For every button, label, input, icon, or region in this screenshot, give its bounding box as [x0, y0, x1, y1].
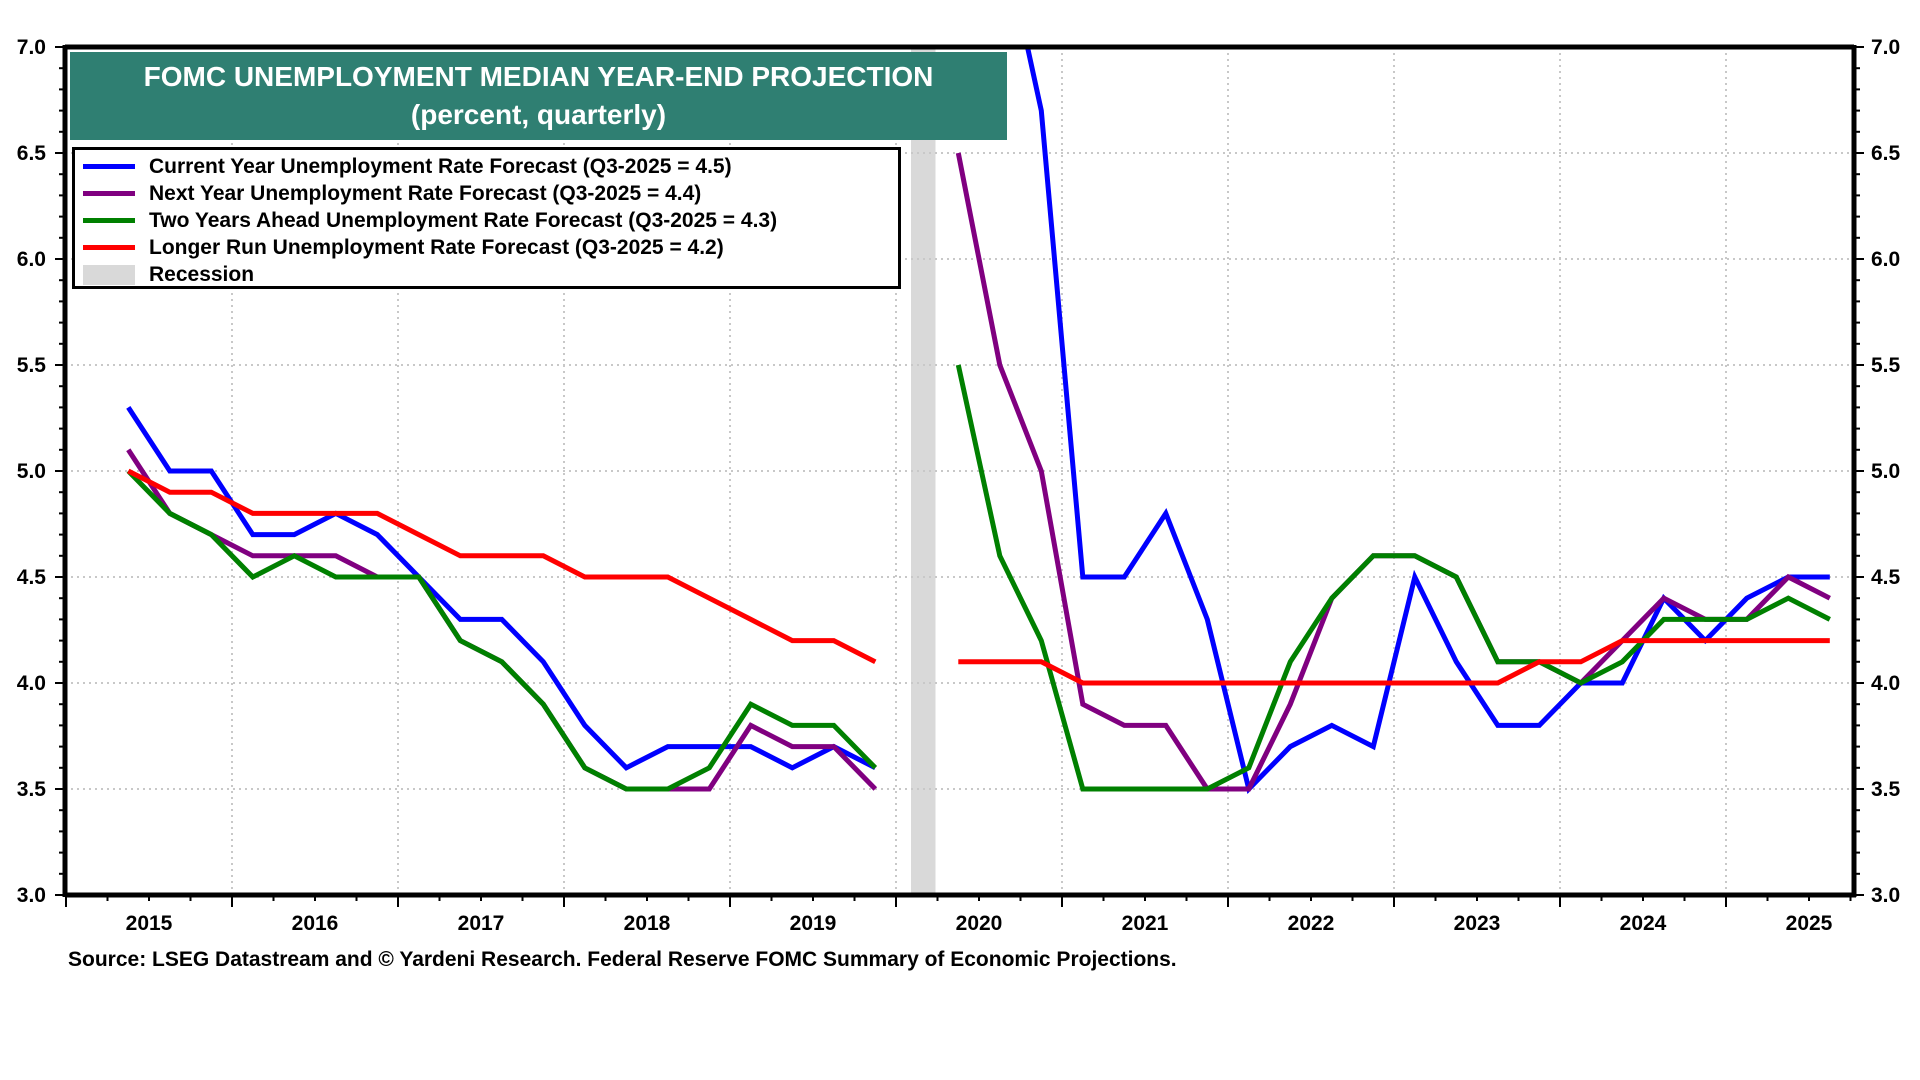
legend-label: Longer Run Unemployment Rate Forecast (Q…	[149, 235, 724, 259]
legend-swatch-red	[83, 245, 135, 250]
legend-swatch-blue	[83, 164, 135, 169]
y-tick-label-right: 4.5	[1871, 566, 1901, 589]
series-line-0-segment-0	[126, 406, 877, 771]
y-tick-label-right: 5.5	[1871, 354, 1901, 377]
chart-title: FOMC UNEMPLOYMENT MEDIAN YEAR-END PROJEC…	[143, 61, 934, 92]
x-tick-label: 2023	[1454, 912, 1501, 935]
y-tick-label-right: 3.0	[1871, 884, 1900, 907]
y-tick-label-right: 6.5	[1871, 142, 1901, 165]
legend-label: Next Year Unemployment Rate Forecast (Q3…	[149, 181, 702, 205]
y-tick-label-right: 4.0	[1871, 672, 1900, 695]
axes	[55, 44, 1864, 907]
x-tick-label: 2017	[458, 912, 505, 935]
legend-label: Two Years Ahead Unemployment Rate Foreca…	[149, 208, 778, 232]
chart-subtitle: (percent, quarterly)	[410, 99, 667, 130]
x-tick-label: 2019	[790, 912, 837, 935]
series-line-0-segment-1	[1024, 46, 1830, 794]
chart-title-box: FOMC UNEMPLOYMENT MEDIAN YEAR-END PROJEC…	[70, 52, 1007, 140]
x-tick-label: 2025	[1786, 912, 1833, 935]
x-tick-label: 2018	[624, 912, 671, 935]
y-tick-label-left: 6.0	[17, 248, 46, 271]
y-tick-label-left: 3.5	[17, 778, 47, 801]
y-tick-label-left: 6.5	[17, 142, 47, 165]
x-tick-label: 2016	[292, 912, 339, 935]
y-tick-label-right: 5.0	[1871, 460, 1900, 483]
series-line-1-segment-1	[955, 152, 1831, 792]
y-tick-label-left: 5.0	[17, 460, 46, 483]
y-axis-left-labels: 7.0 6.5 6.0 5.5 5.0 4.5 4.0 3.5 3.0	[17, 36, 47, 907]
x-tick-label: 2020	[956, 912, 1003, 935]
legend-swatch-green	[83, 218, 135, 223]
y-tick-label-right: 3.5	[1871, 778, 1901, 801]
y-tick-label-left: 4.5	[17, 566, 47, 589]
y-tick-label-right: 6.0	[1871, 248, 1900, 271]
y-axis-right-labels: 7.0 6.5 6.0 5.5 5.0 4.5 4.0 3.5 3.0	[1871, 36, 1901, 907]
x-tick-label: 2022	[1288, 912, 1335, 935]
x-tick-label: 2015	[126, 912, 173, 935]
y-tick-label-left: 5.5	[17, 354, 47, 377]
x-tick-label: 2024	[1620, 912, 1667, 935]
legend-swatch-purple	[83, 191, 135, 196]
legend-item-recession: Recession	[75, 261, 898, 288]
y-tick-label-left: 3.0	[17, 884, 46, 907]
legend-item-current-year: Current Year Unemployment Rate Forecast …	[75, 153, 898, 180]
legend-swatch-recession	[83, 264, 135, 285]
legend-label: Recession	[149, 262, 255, 286]
legend-label: Current Year Unemployment Rate Forecast …	[149, 154, 732, 178]
y-tick-label-left: 7.0	[17, 36, 46, 59]
series-layer	[126, 46, 1831, 794]
legend-item-longer-run: Longer Run Unemployment Rate Forecast (Q…	[75, 234, 898, 261]
x-axis-labels: 2015 2016 2017 2018 2019 2020 2021 2022 2023 2024…	[126, 912, 1833, 935]
series-line-2-segment-1	[955, 364, 1831, 792]
x-tick-label: 2021	[1122, 912, 1169, 935]
y-tick-label-left: 4.0	[17, 672, 46, 695]
series-line-3-segment-1	[958, 638, 1830, 686]
y-tick-label-right: 7.0	[1871, 36, 1900, 59]
source-note: Source: LSEG Datastream and © Yardeni Re…	[68, 948, 1177, 971]
legend: Current Year Unemployment Rate Forecast …	[72, 147, 901, 289]
legend-item-two-years-ahead: Two Years Ahead Unemployment Rate Foreca…	[75, 207, 898, 234]
legend-item-next-year: Next Year Unemployment Rate Forecast (Q3…	[75, 180, 898, 207]
